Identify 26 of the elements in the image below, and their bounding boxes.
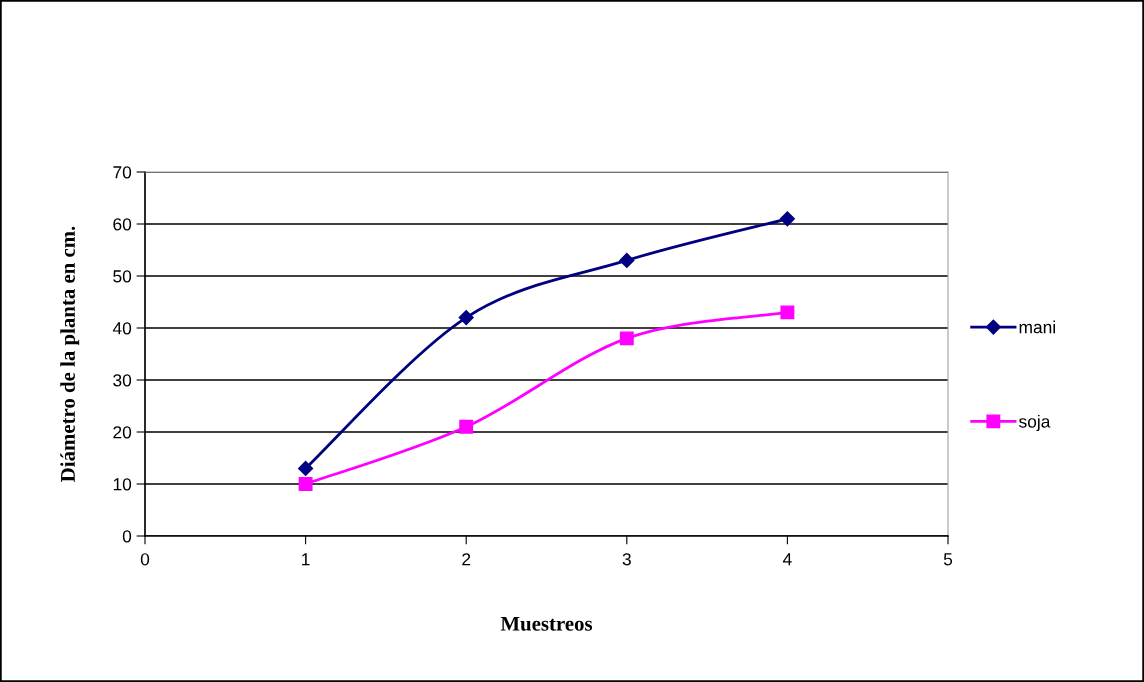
y-tick-label: 30	[113, 374, 132, 387]
point	[459, 419, 474, 434]
point	[458, 310, 474, 326]
legend-label: mani	[1019, 320, 1055, 334]
x-tick-label: 5	[943, 553, 953, 566]
y-tick-label: 40	[112, 322, 132, 335]
x-tick-label: 1	[302, 553, 310, 566]
point	[780, 305, 795, 320]
point	[298, 460, 314, 476]
y-tick-label: 50	[113, 270, 132, 283]
y-tick-label: 0	[122, 530, 132, 543]
y-tick-label: 20	[113, 426, 132, 439]
y-tick-label: 10	[113, 478, 132, 491]
x-tick-label: 2	[462, 553, 471, 566]
point	[619, 331, 634, 346]
x-tick-label: 3	[622, 553, 631, 566]
point	[298, 477, 313, 491]
point	[619, 252, 635, 268]
y-tick-label: 60	[113, 218, 132, 231]
x-tick-label: 0	[140, 553, 150, 566]
point	[779, 211, 795, 227]
legend-label: soja	[1019, 414, 1051, 432]
x-axis-title: Muestreos	[500, 616, 593, 631]
y-axis-title: Diámetro de la planta en cm.	[60, 226, 80, 482]
y-tick-label: 70	[113, 166, 132, 179]
x-tick-label: 4	[782, 553, 792, 566]
